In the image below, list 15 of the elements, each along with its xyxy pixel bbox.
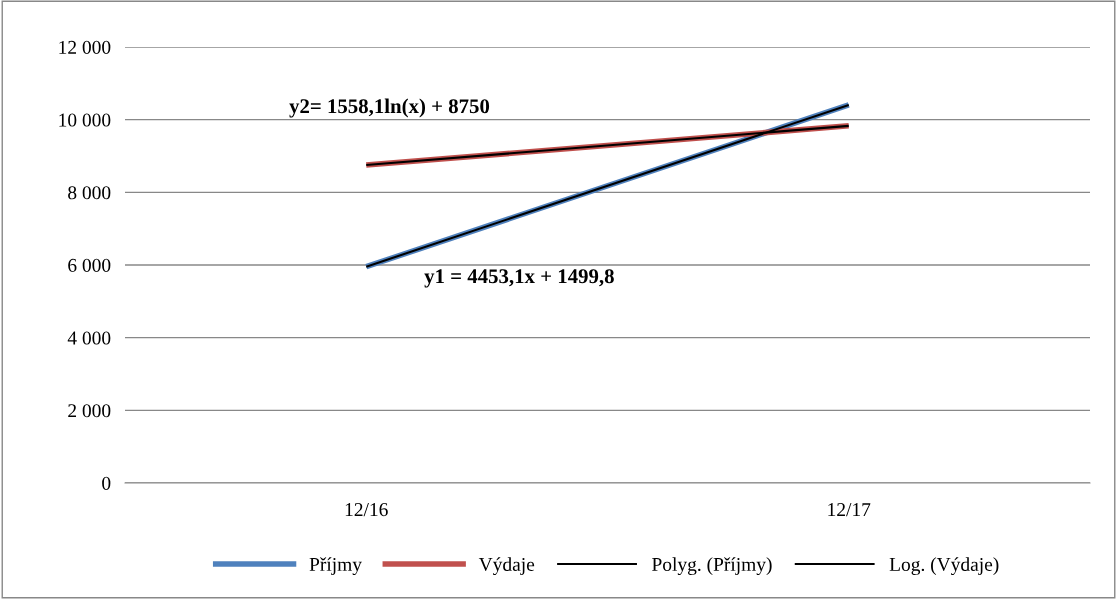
y-tick-label: 0 <box>102 476 111 490</box>
legend-label: Příjmy <box>309 557 362 575</box>
y-tick-label: 4 000 <box>67 331 111 345</box>
annotation: y2= 1558,1ln(x) + 8750 <box>289 98 490 118</box>
x-tick-label: 12/16 <box>345 503 388 517</box>
legend-label: Polyg. (Příjmy) <box>652 557 772 575</box>
annotation: y1 = 4453,1x + 1499,8 <box>424 269 614 288</box>
y-tick-label: 8 000 <box>68 186 111 200</box>
y-tick-label: 2 000 <box>68 404 111 418</box>
legend-label: Výdaje <box>478 557 535 575</box>
y-tick-label: 12 000 <box>59 40 111 54</box>
y-tick-label: 10 000 <box>59 113 111 127</box>
legend-label: Log. (Výdaje) <box>889 557 999 575</box>
x-tick-label: 12/17 <box>828 503 871 517</box>
y-tick-label: 6 000 <box>68 258 111 272</box>
